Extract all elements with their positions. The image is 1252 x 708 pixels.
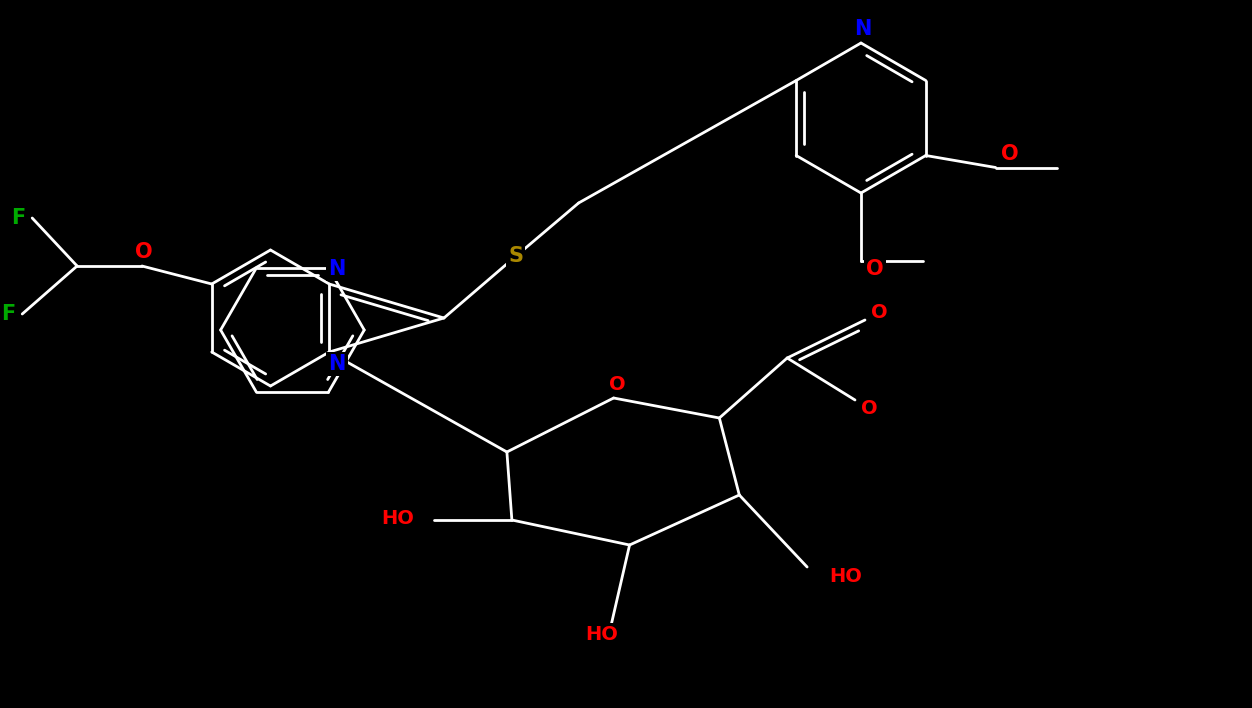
- Text: O: O: [610, 375, 626, 394]
- Text: HO: HO: [382, 508, 414, 527]
- Text: O: O: [860, 399, 878, 418]
- Text: S: S: [508, 246, 523, 266]
- Text: O: O: [870, 302, 888, 321]
- Text: N: N: [854, 19, 871, 39]
- Text: F: F: [11, 208, 25, 228]
- Text: O: O: [866, 259, 884, 279]
- Text: F: F: [1, 304, 15, 324]
- Text: HO: HO: [585, 625, 618, 644]
- Text: HO: HO: [829, 568, 861, 586]
- Text: N: N: [328, 259, 346, 279]
- Text: N: N: [328, 354, 346, 374]
- Text: O: O: [135, 242, 153, 262]
- Text: O: O: [1000, 144, 1018, 164]
